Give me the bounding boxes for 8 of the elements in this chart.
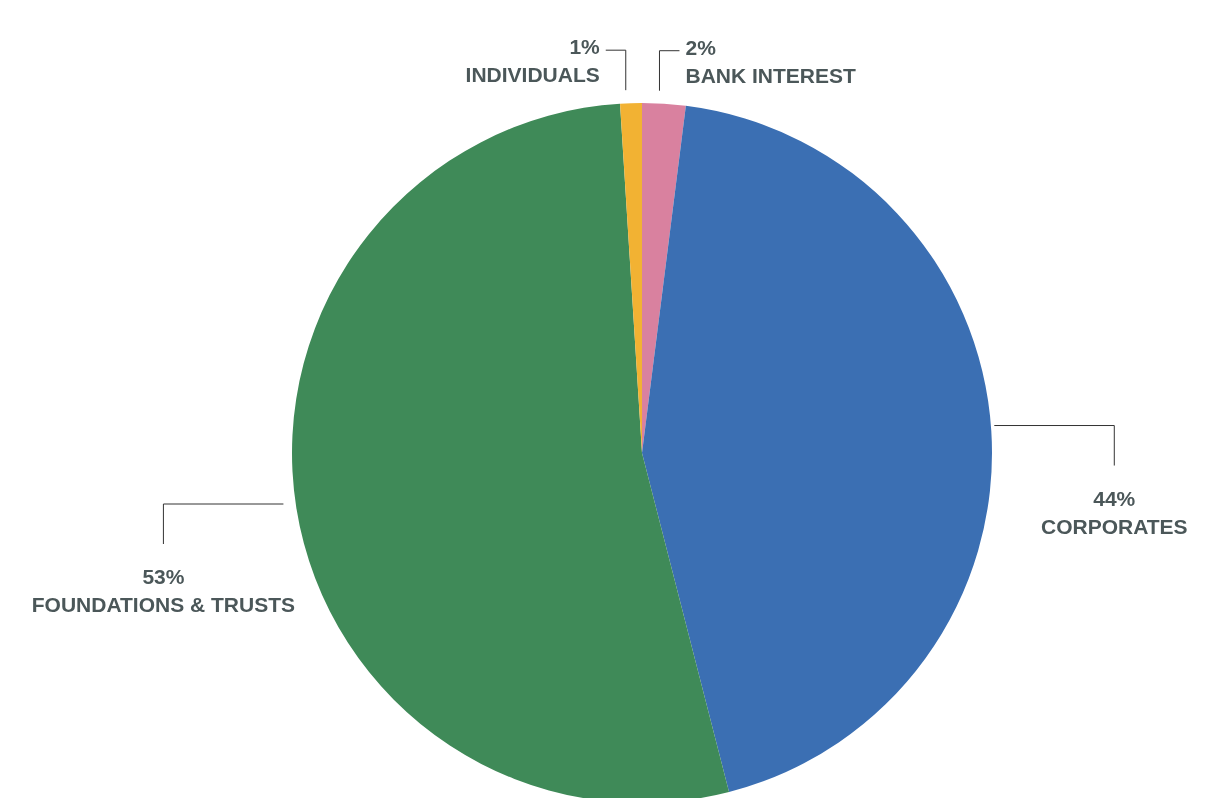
slice-label: BANK INTEREST [685,63,856,87]
data-label: 2% [685,35,717,59]
data-label: 44% [1093,486,1136,510]
data-label: 53% [142,565,185,588]
slice-label: INDIVIDUALS [465,63,600,87]
data-label: 1% [569,35,601,59]
slice-label: CORPORATES [1040,514,1188,538]
slice-label: FOUNDATIONS & TRUSTS [31,593,296,616]
